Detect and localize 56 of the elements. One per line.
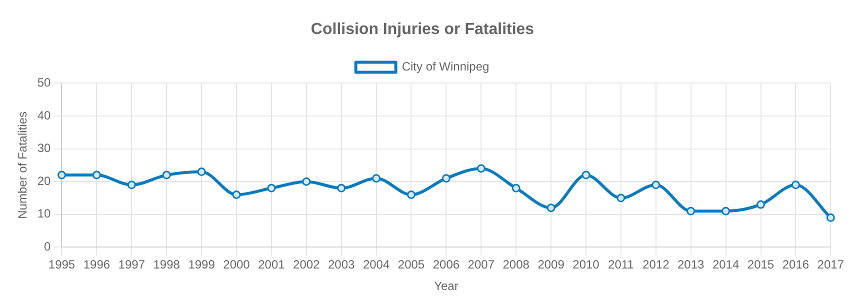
point	[407, 190, 416, 199]
point	[512, 184, 520, 192]
x-tick-label: 2012	[642, 258, 670, 272]
point	[616, 194, 626, 202]
x-tick-label: 2017	[817, 258, 844, 272]
y-tick-label: 0	[44, 240, 52, 254]
x-axis-title: Year	[434, 279, 458, 294]
point	[652, 180, 660, 190]
y-tick-label: 10	[37, 206, 52, 221]
y-tick-label: 40	[37, 108, 52, 122]
x-tick-label: 2010	[572, 258, 600, 272]
x-tick-label: 2011	[608, 258, 634, 272]
point	[826, 213, 835, 222]
point	[582, 170, 590, 180]
chart-title: Collision Injuries or Fatalities	[310, 21, 534, 38]
x-tick-label: 2016	[782, 258, 810, 272]
point	[722, 206, 730, 216]
x-tick-label: 2013	[678, 258, 705, 272]
x-tick-label: 2009	[538, 258, 565, 272]
point	[302, 177, 311, 186]
x-tick-label: 1996	[83, 258, 110, 272]
point	[232, 190, 241, 199]
y-axis-title: Number of Fatalities	[16, 112, 30, 219]
point	[92, 170, 101, 180]
x-tick-label: 1997	[118, 258, 146, 272]
point	[546, 204, 556, 212]
x-tick-label: 1998	[153, 258, 180, 272]
x-tick-label: 2015	[747, 258, 774, 272]
x-tick-label: 2008	[502, 258, 530, 272]
point	[476, 164, 486, 173]
point	[791, 180, 800, 190]
point	[162, 170, 171, 180]
point	[267, 184, 276, 192]
x-tick-label: 2006	[432, 258, 460, 272]
point	[686, 206, 696, 216]
y-tick-label: 30	[37, 141, 52, 156]
x-tick-label: 2002	[293, 258, 320, 272]
point	[372, 174, 381, 183]
point	[127, 180, 136, 190]
legend-label: City of Winnipeg	[402, 60, 490, 74]
point	[756, 200, 765, 209]
x-tick-label: 2003	[328, 258, 356, 272]
x-tick-label: 2014	[712, 258, 740, 272]
x-tick-label: 2007	[468, 258, 495, 272]
y-tick-label: 50	[37, 76, 52, 90]
point	[337, 184, 346, 192]
x-tick-label: 2004	[362, 258, 390, 272]
x-tick-label: 1995	[48, 258, 76, 272]
x-tick-label: 2001	[258, 258, 286, 272]
point	[58, 170, 66, 180]
point	[197, 168, 206, 176]
point	[442, 174, 450, 183]
x-tick-label: 1999	[188, 258, 216, 272]
x-tick-label: 2000	[223, 258, 250, 272]
x-tick-label: 2005	[398, 258, 425, 272]
y-tick-label: 20	[37, 174, 52, 188]
